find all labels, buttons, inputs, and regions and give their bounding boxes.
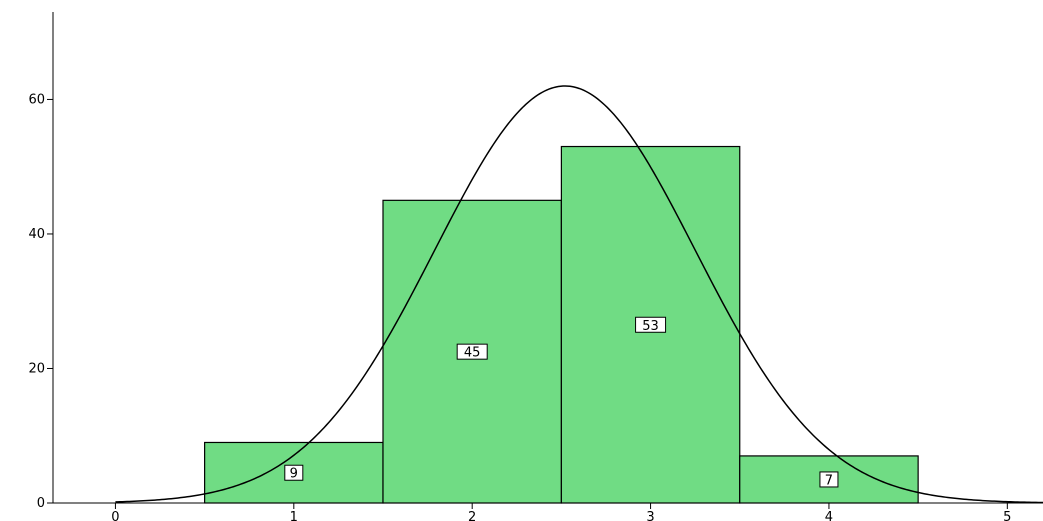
data-labels-layer: 9 45 53 7 <box>284 316 839 488</box>
bars-layer <box>204 145 919 504</box>
data-label-1: 9 <box>284 464 304 482</box>
x-tick-label: 5 <box>1003 510 1011 521</box>
normal-curve <box>115 85 1043 504</box>
data-label-text: 7 <box>825 473 833 488</box>
y-tick-label: 20 <box>28 361 45 376</box>
curve-layer <box>115 85 1043 504</box>
data-label-box <box>284 464 304 481</box>
data-label-3: 53 <box>635 316 667 334</box>
y-tick-label: 40 <box>28 227 45 242</box>
data-label-text: 9 <box>290 467 298 482</box>
data-label-box <box>635 316 667 333</box>
x-tick-label: 3 <box>646 510 654 521</box>
data-label-4: 7 <box>819 471 839 488</box>
x-tick-label: 4 <box>825 510 833 521</box>
y-tick-label: 60 <box>28 92 45 107</box>
y-tick-label: 0 <box>37 496 45 511</box>
data-label-text: 45 <box>464 346 481 361</box>
data-label-text: 53 <box>642 319 659 334</box>
x-tick-label: 0 <box>111 510 119 521</box>
data-label-box <box>819 471 839 488</box>
data-label-box <box>456 343 488 360</box>
x-tick-label: 2 <box>468 510 476 521</box>
data-label-2: 45 <box>456 343 488 361</box>
x-tick-label: 1 <box>290 510 298 521</box>
